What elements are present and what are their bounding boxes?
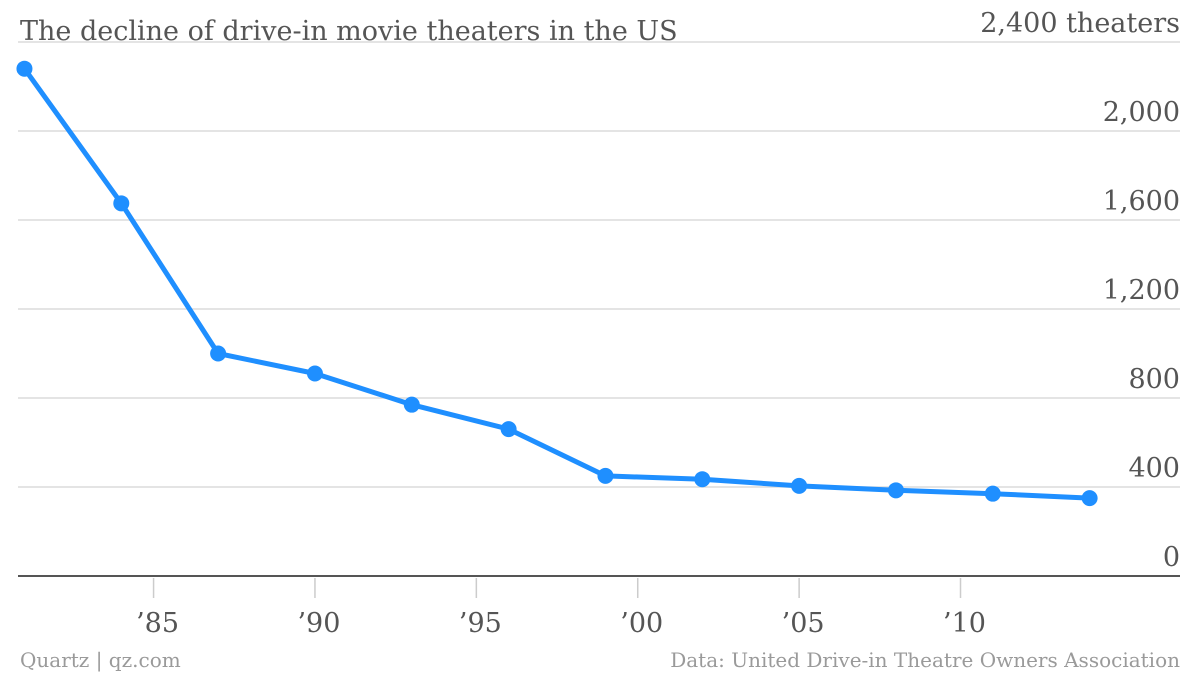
- y-tick-label: 1,200: [1103, 275, 1180, 306]
- gridlines: [18, 41, 1180, 577]
- chart-title: The decline of drive-in movie theaters i…: [20, 16, 678, 47]
- data-point: [210, 345, 227, 362]
- x-tick-label: ’05: [782, 608, 825, 639]
- data-point: [306, 365, 323, 382]
- y-axis-ticks: 0 400 800 1,200 1,600 2,000 2,400 theaters: [980, 8, 1180, 573]
- data-point: [1081, 490, 1098, 507]
- series-line: [22, 66, 1093, 501]
- data-point: [113, 195, 130, 212]
- x-tick-label: ’10: [943, 608, 986, 639]
- data-point: [597, 467, 614, 484]
- y-tick-label: 400: [1128, 453, 1180, 484]
- y-tick-label: 0: [1163, 542, 1180, 573]
- x-tick-label: ’00: [620, 608, 663, 639]
- data-point: [16, 60, 33, 77]
- y-tick-label: 800: [1128, 364, 1180, 395]
- y-tick-label: 1,600: [1103, 186, 1180, 217]
- y-tick-label: 2,000: [1103, 97, 1180, 128]
- data-point: [791, 477, 808, 494]
- footer-credit: Quartz | qz.com: [20, 648, 181, 673]
- data-point: [984, 485, 1001, 502]
- y-tick-label: 2,400 theaters: [980, 8, 1180, 39]
- x-tick-label: ’85: [136, 608, 179, 639]
- data-point: [500, 421, 517, 438]
- series: [16, 60, 1098, 507]
- x-tick-label: ’95: [459, 608, 502, 639]
- data-point: [403, 396, 420, 413]
- x-axis-ticks: ’85 ’90 ’95 ’00 ’05 ’10: [136, 578, 986, 639]
- data-point: [887, 482, 904, 499]
- x-tick-label: ’90: [297, 608, 340, 639]
- footer-source: Data: United Drive-in Theatre Owners Ass…: [670, 648, 1180, 672]
- data-point: [694, 471, 711, 488]
